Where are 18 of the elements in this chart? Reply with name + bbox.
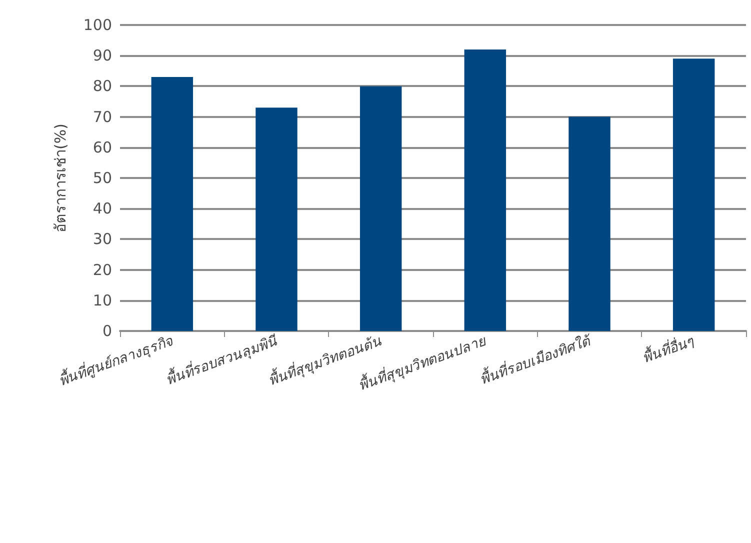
- bar: [360, 86, 402, 331]
- y-tick-label: 0: [102, 322, 112, 340]
- y-tick-label: 60: [92, 138, 112, 156]
- bar: [568, 116, 610, 331]
- y-tick-label: 30: [92, 230, 112, 248]
- bar: [464, 49, 506, 331]
- y-tick-label: 70: [92, 108, 112, 126]
- bar: [256, 108, 298, 331]
- y-tick-label: 40: [92, 200, 112, 218]
- y-tick-label: 90: [92, 46, 112, 65]
- y-tick-label: 100: [83, 16, 112, 34]
- bar: [672, 58, 715, 331]
- y-axis-title: อัตราการเช่า(%): [52, 124, 70, 232]
- bar: [151, 77, 194, 331]
- y-tick-label: 80: [92, 77, 112, 96]
- y-tick-label: 10: [92, 291, 112, 310]
- y-tick-label: 50: [92, 169, 112, 187]
- y-tick-label: 20: [92, 260, 112, 279]
